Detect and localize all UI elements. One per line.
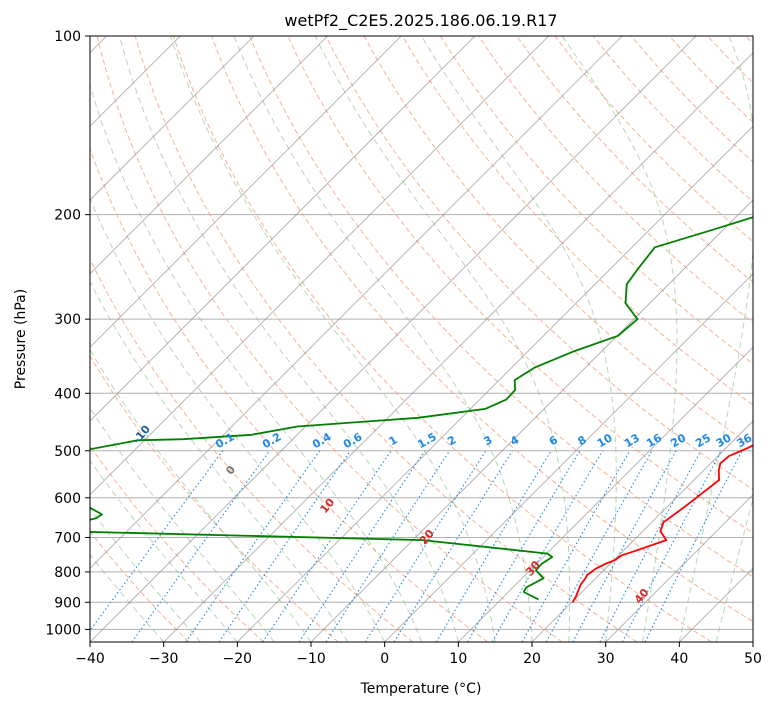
- dry-adiabat-line: [287, 36, 753, 534]
- x-tick-label: 40: [670, 651, 688, 667]
- y-axis-ticks: 100 200 300 400 500 600 700 800 900 1000: [45, 29, 90, 638]
- isotherm-line: [90, 36, 476, 422]
- isotherm-line: [90, 36, 549, 496]
- dry-adiabat-line: [90, 147, 488, 642]
- x-tick-label: −10: [296, 651, 326, 667]
- y-tick-label: 100: [54, 29, 81, 45]
- y-tick-label: 500: [54, 444, 81, 460]
- x-tick-label: −40: [75, 651, 105, 667]
- mixing-ratio-lines: [90, 450, 743, 642]
- moist-adiabat-line: [233, 36, 533, 642]
- isotherm-line: [384, 273, 753, 642]
- profile-series: [90, 216, 753, 603]
- dry-adiabat-line: [211, 36, 753, 623]
- dry-adiabat-label: -20: [65, 414, 88, 438]
- dry-adiabat-line: [134, 36, 638, 642]
- isotherm-line: [531, 420, 753, 642]
- y-tick-label: 200: [54, 208, 81, 224]
- mixing-ratio-line: [218, 450, 351, 642]
- y-tick-label: 800: [54, 565, 81, 581]
- isotherms: [90, 36, 753, 642]
- x-tick-label: −30: [149, 651, 179, 667]
- mixing-ratio-label: 36: [734, 431, 754, 450]
- mixing-ratio-line: [435, 450, 552, 642]
- dry-adiabat-line: [96, 36, 563, 642]
- dry-adiabat-line: [90, 354, 339, 642]
- dry-adiabat-line: [439, 36, 753, 365]
- x-tick-label: 0: [380, 651, 389, 667]
- isotherm-line: [310, 199, 753, 642]
- dry-adiabat-line: [249, 36, 753, 578]
- dry-adiabat-line: [90, 530, 190, 642]
- mixing-ratio-line: [491, 450, 603, 642]
- x-axis-ticks: −40 −30 −20 −10 0 10 20 30 40 50: [75, 642, 762, 667]
- x-tick-label: 20: [523, 651, 541, 667]
- y-axis-title: Pressure (hPa): [13, 289, 29, 389]
- y-tick-label: 1000: [45, 622, 81, 638]
- mixing-ratio-line: [185, 450, 321, 642]
- moist-adiabat-line: [90, 508, 201, 642]
- moist-adiabat-line: [715, 497, 753, 642]
- dry-adiabat-line: [325, 36, 753, 491]
- dewpoint-line: [90, 216, 753, 601]
- isotherm-line: [163, 52, 753, 642]
- dry-adiabat-label: -30: [0, 371, 6, 395]
- x-axis-title: Temperature (°C): [360, 681, 482, 697]
- moist-adiabat-line: [678, 36, 753, 642]
- moist-adiabat-line: [118, 36, 459, 642]
- moist-adiabat-line: [90, 407, 275, 642]
- isotherm-line: [90, 36, 328, 275]
- isotherm-line: [90, 36, 255, 201]
- isotherm-line: [90, 36, 697, 642]
- y-tick-label: 700: [54, 531, 81, 547]
- moist-adiabat-line: [420, 36, 617, 642]
- dry-adiabat-line: [478, 36, 753, 324]
- dry-adiabat-line: [90, 257, 414, 642]
- mixing-ratio-line: [325, 450, 451, 642]
- x-tick-label: 30: [597, 651, 615, 667]
- mixing-ratio-line: [131, 450, 271, 642]
- plot-area: -100-90-80-70-60-50-40-30-20-10010203040…: [0, 36, 754, 642]
- mixing-ratio-line: [364, 450, 487, 642]
- mixing-ratio-line: [572, 450, 677, 642]
- y-tick-label: 900: [54, 595, 81, 611]
- moist-adiabat-line: [90, 83, 422, 642]
- isotherm-line: [458, 346, 753, 642]
- moist-adiabat-line: [90, 197, 386, 642]
- moist-adiabats: [90, 36, 753, 642]
- isotherm-line: [90, 36, 623, 569]
- y-tick-label: 600: [54, 491, 81, 507]
- mixing-ratio-line: [521, 450, 631, 642]
- y-tick-label: 300: [54, 312, 81, 328]
- moist-adiabat-line: [170, 36, 496, 642]
- moist-adiabat-line: [90, 280, 349, 642]
- plot-background: [90, 36, 753, 642]
- x-tick-label: 10: [449, 651, 467, 667]
- mixing-ratio-line: [545, 450, 653, 642]
- isotherm-line: [90, 36, 402, 348]
- moist-adiabat-line: [561, 36, 678, 642]
- moist-adiabat-line: [90, 459, 238, 642]
- dry-adiabat-line: [401, 36, 753, 406]
- moist-adiabat-line: [314, 36, 571, 642]
- plot-frame: [89, 35, 754, 643]
- temperature-line: [571, 444, 753, 603]
- chart-title: wetPf2_C2E5.2025.186.06.19.R17: [284, 11, 557, 31]
- dry-adiabat-line: [592, 36, 753, 203]
- x-tick-label: 50: [744, 651, 762, 667]
- isotherm-line: [605, 494, 753, 642]
- isotherm-line: [237, 125, 753, 642]
- mixing-ratio-line: [393, 450, 513, 642]
- y-tick-label: 400: [54, 386, 81, 402]
- mixing-ratio-line: [467, 450, 581, 642]
- isotherm-line: [752, 641, 753, 642]
- x-tick-label: −20: [223, 651, 253, 667]
- dry-adiabat-line: [172, 36, 712, 642]
